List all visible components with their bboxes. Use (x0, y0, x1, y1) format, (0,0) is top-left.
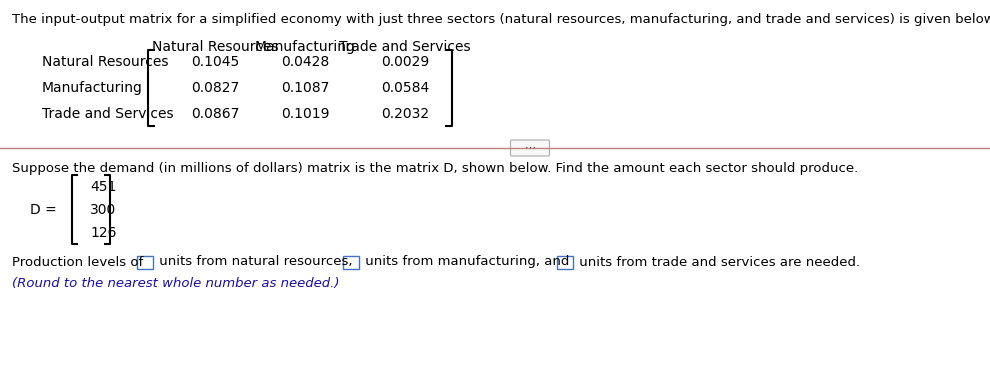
Text: units from manufacturing, and: units from manufacturing, and (361, 256, 569, 269)
Text: D =: D = (30, 203, 56, 217)
FancyBboxPatch shape (511, 140, 549, 156)
Text: 0.1045: 0.1045 (191, 55, 240, 69)
Text: 0.0867: 0.0867 (191, 107, 240, 121)
Text: Trade and Services: Trade and Services (42, 107, 173, 121)
Text: Trade and Services: Trade and Services (340, 40, 471, 54)
Text: 0.0029: 0.0029 (381, 55, 429, 69)
Text: ⋯: ⋯ (525, 143, 536, 153)
Text: Manufacturing: Manufacturing (42, 81, 143, 95)
Text: 0.1087: 0.1087 (281, 81, 330, 95)
Text: Natural Resources: Natural Resources (151, 40, 278, 54)
Text: units from natural resources,: units from natural resources, (155, 256, 352, 269)
Text: 0.2032: 0.2032 (381, 107, 429, 121)
FancyBboxPatch shape (137, 256, 153, 269)
Text: 0.0827: 0.0827 (191, 81, 240, 95)
Text: Suppose the demand (in millions of dollars) matrix is the matrix D, shown below.: Suppose the demand (in millions of dolla… (12, 162, 858, 175)
Text: Manufacturing: Manufacturing (254, 40, 355, 54)
Text: 0.0428: 0.0428 (281, 55, 329, 69)
FancyBboxPatch shape (557, 256, 573, 269)
Text: 451: 451 (90, 180, 117, 194)
Text: Production levels of: Production levels of (12, 256, 144, 269)
Text: (Round to the nearest whole number as needed.): (Round to the nearest whole number as ne… (12, 277, 340, 290)
Text: Natural Resources: Natural Resources (42, 55, 168, 69)
Text: The input-output matrix for a simplified economy with just three sectors (natura: The input-output matrix for a simplified… (12, 13, 990, 26)
Text: 0.0584: 0.0584 (381, 81, 429, 95)
Text: units from trade and services are needed.: units from trade and services are needed… (575, 256, 860, 269)
FancyBboxPatch shape (343, 256, 359, 269)
Text: 0.1019: 0.1019 (281, 107, 330, 121)
Text: 300: 300 (90, 203, 116, 217)
Text: 126: 126 (90, 226, 117, 240)
